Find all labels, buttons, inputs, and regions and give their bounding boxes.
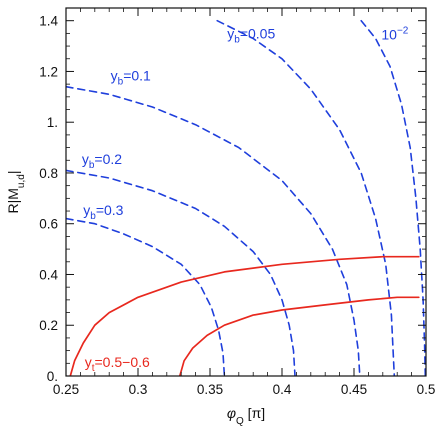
curve-yb_005-0	[217, 21, 394, 376]
x-tick-label: 0.35	[197, 382, 223, 397]
x-tick-label: 0.4	[273, 382, 292, 397]
x-tick-label: 0.3	[129, 382, 148, 397]
label-yb_03: yb=0.3	[83, 202, 123, 222]
curve-yt-6	[180, 297, 419, 376]
y-tick-label: 1.2	[39, 64, 58, 79]
x-tick-label: 0.45	[341, 382, 367, 397]
y-tick-label: 1.	[47, 115, 58, 130]
plot-area	[66, 21, 425, 376]
label-e2: 10−2	[381, 26, 408, 43]
curve-e2-4	[361, 21, 425, 376]
x-tick-label: 0.5	[417, 382, 436, 397]
label-yb_01: yb=0.1	[111, 67, 151, 87]
y-tick-label: 0.4	[39, 267, 58, 282]
y-tick-label: 1.4	[39, 14, 58, 29]
y-tick-label: 0.6	[39, 217, 58, 232]
y-tick-label: 0.8	[39, 166, 58, 181]
plot-frame	[66, 8, 426, 376]
curve-yb_03-3	[66, 219, 224, 376]
y-tick-label: 0.2	[39, 318, 58, 333]
label-yb_02: yb=0.2	[82, 151, 122, 171]
y-tick-label: 0.	[47, 369, 58, 384]
label-yt: yt=0.5−0.6	[85, 354, 150, 374]
y-axis-title: R|Mu,d|	[5, 171, 27, 214]
axis-ticks	[66, 8, 426, 376]
x-tick-label: 0.25	[53, 382, 79, 397]
x-axis-title: φQ [π]	[227, 405, 265, 427]
